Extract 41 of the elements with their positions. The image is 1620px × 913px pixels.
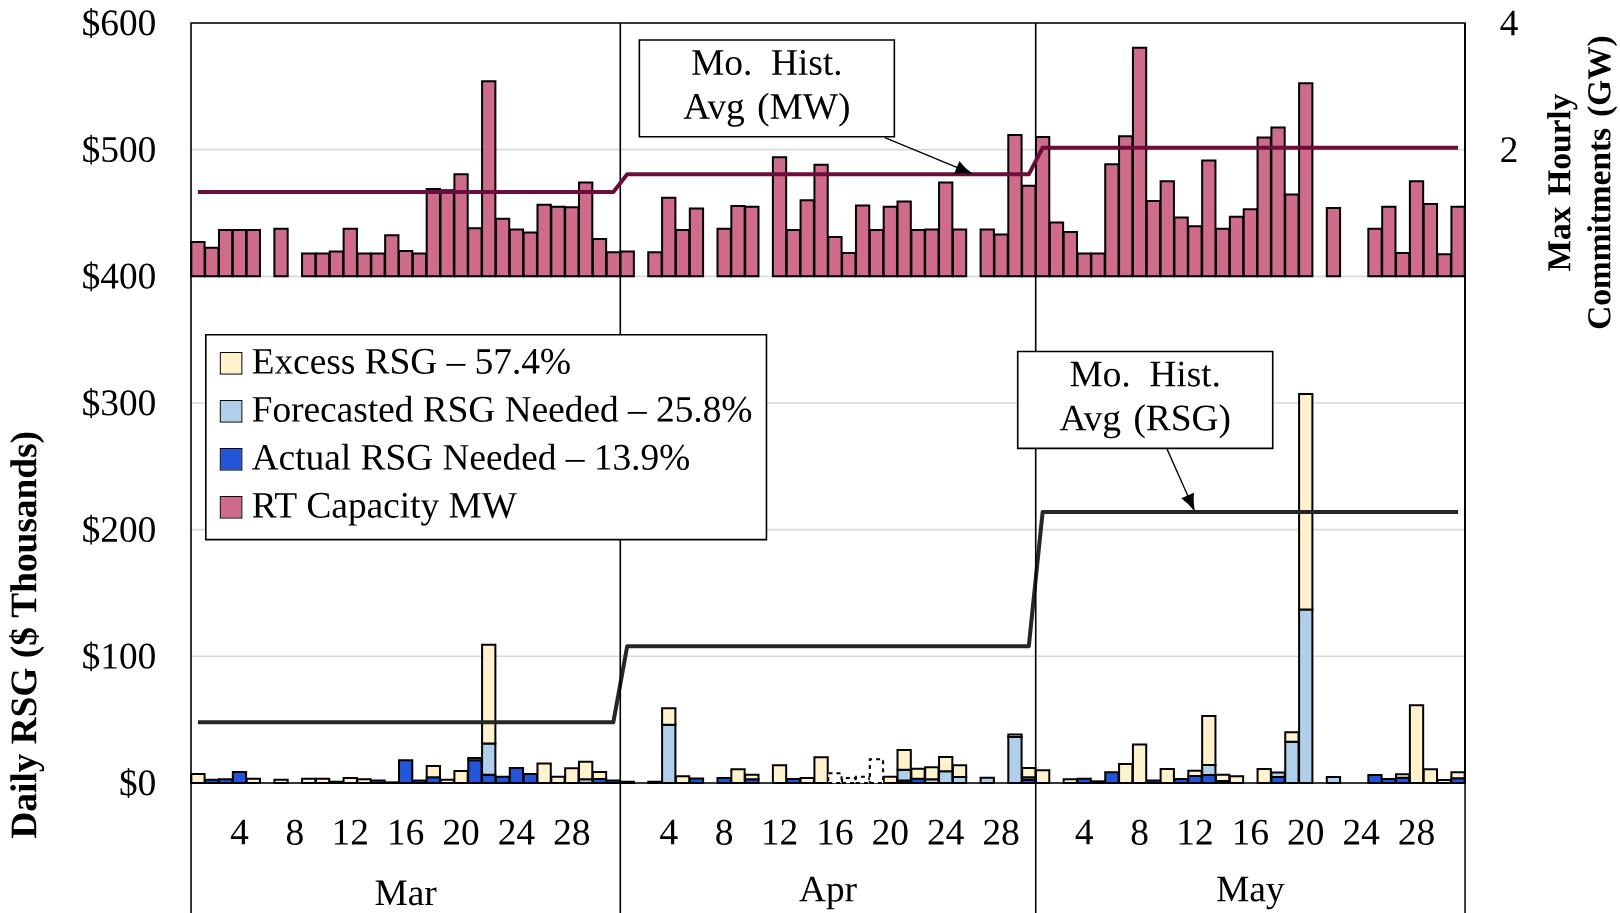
- x-tick-label: 12: [1179, 819, 1212, 845]
- y-tick-label: $100: [83, 641, 155, 672]
- x-tick-label: 28: [554, 819, 590, 845]
- text: May: [1217, 876, 1285, 910]
- x-tick-label: 8: [1131, 819, 1148, 845]
- x-tick-label: 8: [286, 819, 303, 845]
- x-tick-label: 8: [716, 819, 733, 845]
- y-tick-label: $600: [83, 8, 155, 38]
- y-tick-label: $300: [83, 388, 155, 418]
- y2-tick-label: 4: [1500, 10, 1518, 36]
- x-tick-label: 24: [928, 819, 964, 845]
- x-tick-label: 16: [1234, 819, 1268, 845]
- x-tick-label: 28: [984, 819, 1019, 845]
- x-tick-label: 12: [764, 819, 797, 845]
- x-tick-label: 12: [334, 819, 367, 845]
- x-tick-label: 28: [1399, 819, 1434, 845]
- x-tick-label: 4: [1075, 819, 1093, 845]
- x-tick-label: 20: [873, 819, 908, 845]
- x-tick-label: 16: [819, 819, 853, 845]
- series-label: Mo. Hist. Avg (MW): [683, 49, 849, 127]
- legend-label: RT Capacity MW: [252, 492, 517, 526]
- x-tick-label: 4: [660, 819, 678, 845]
- y-tick-label: $400: [83, 261, 155, 292]
- x-tick-label: 4: [230, 819, 249, 845]
- y-tick-label: $200: [83, 514, 155, 545]
- y-tick-label: $500: [83, 134, 155, 165]
- y2-tick-label: 2: [1501, 137, 1517, 162]
- y2-axis-title: Max Hourly Commitments (GW): [1547, 36, 1618, 329]
- x-tick-label: 24: [499, 819, 535, 845]
- series-label: Mo. Hist. Avg (RSG): [1059, 361, 1230, 439]
- x-tick-label: 20: [1288, 819, 1323, 845]
- legend-label: Actual RSG Needed – 13.9%: [252, 443, 689, 471]
- y-axis-title: Daily RSG ($ Thousands): [9, 432, 45, 838]
- legend-label: Excess RSG – 57.4%: [252, 348, 570, 375]
- x-tick-label: 24: [1344, 819, 1380, 845]
- x-tick-label: 16: [390, 819, 424, 845]
- legend-label: Forecasted RSG Needed – 25.8%: [252, 395, 752, 423]
- x-tick-label: 20: [444, 819, 479, 845]
- y-tick-label: $0: [120, 768, 155, 798]
- text: Apr: [799, 876, 857, 910]
- text: Mar: [375, 880, 437, 906]
